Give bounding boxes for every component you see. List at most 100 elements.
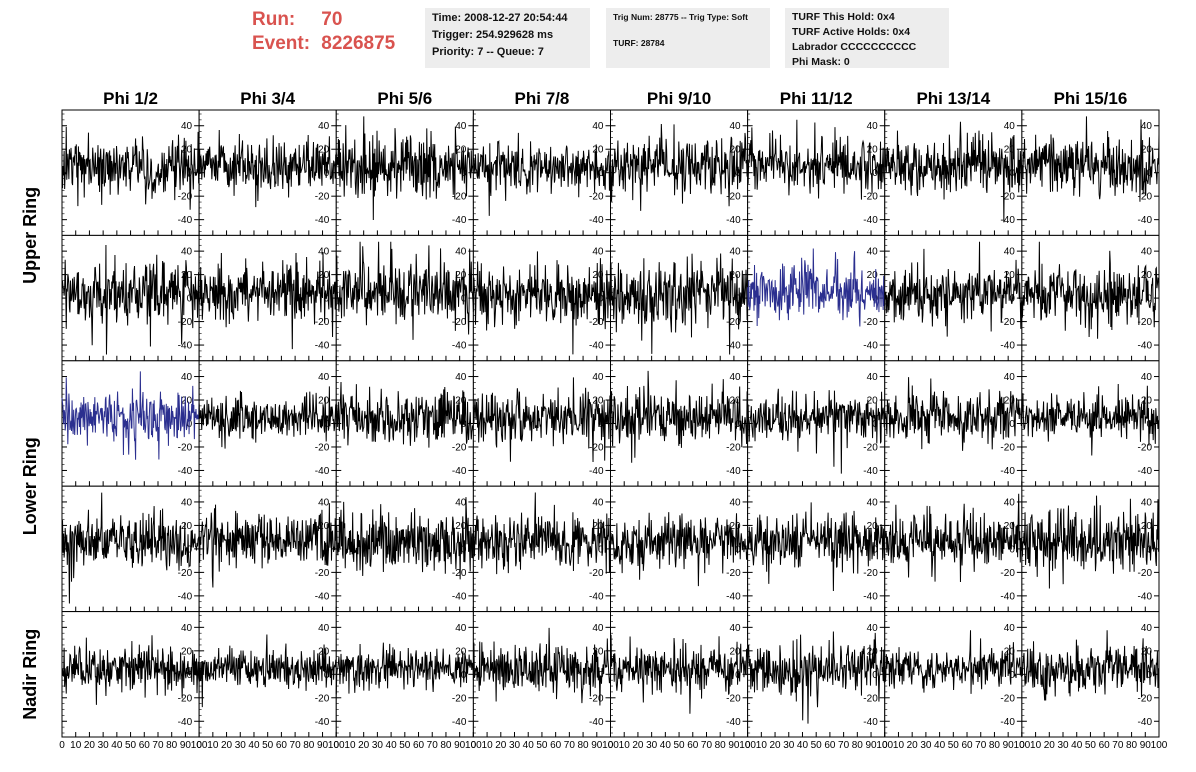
x-tick-label: 30 — [98, 740, 110, 751]
waveform-trace — [472, 251, 611, 355]
x-tick-label: 50 — [262, 740, 274, 751]
y-tick-label: -20 — [863, 317, 878, 328]
x-tick-label: 90 — [865, 740, 877, 751]
y-tick-label: -40 — [178, 717, 193, 728]
column-header-phi-2: Phi 3/4 — [240, 89, 295, 108]
y-tick-label: 0 — [735, 294, 741, 305]
y-tick-label: 20 — [318, 145, 330, 156]
x-tick-label: 30 — [1057, 740, 1069, 751]
y-tick-label: 20 — [181, 145, 193, 156]
y-tick-label: 20 — [730, 521, 742, 532]
y-tick-label: -20 — [863, 693, 878, 704]
y-tick-label: -40 — [726, 215, 741, 226]
turf-active-holds-text: TURF Active Holds: 0x4 — [792, 26, 911, 38]
y-tick-label: -20 — [178, 693, 193, 704]
y-tick-label: -40 — [178, 341, 193, 352]
y-tick-label: -40 — [863, 466, 878, 477]
waveform-panel-r3-c0: -40 -20 0 20 40 — [61, 485, 200, 613]
time-info-panel: Time: 2008-12-27 20:54:44 Trigger: 254.9… — [425, 8, 590, 68]
x-tick-label: 0 — [333, 740, 339, 751]
x-tick-label: 0 — [882, 740, 888, 751]
y-tick-label: -20 — [452, 568, 467, 579]
x-tick-label: 20 — [358, 740, 370, 751]
waveform-trace — [198, 634, 337, 708]
x-tick-label: 90 — [591, 740, 603, 751]
y-tick-label: -40 — [452, 341, 467, 352]
x-tick-label: 40 — [1071, 740, 1083, 751]
y-tick-label: 20 — [1141, 270, 1153, 281]
y-tick-label: 40 — [592, 372, 604, 383]
y-tick-label: 20 — [867, 646, 879, 657]
x-tick-label: 70 — [290, 740, 302, 751]
x-tick-label: 0 — [196, 740, 202, 751]
y-tick-label: 40 — [455, 121, 467, 132]
x-tick-label: 60 — [139, 740, 151, 751]
run-event-header: Run: 70 Event: 8226875 — [252, 8, 420, 56]
column-header-phi-8: Phi 15/16 — [1054, 89, 1128, 108]
y-tick-label: -40 — [726, 466, 741, 477]
x-tick-label: 80 — [852, 740, 864, 751]
y-tick-label: 40 — [1141, 623, 1153, 634]
x-tick-label: 50 — [811, 740, 823, 751]
event-row: Event: 8226875 — [252, 32, 420, 56]
waveform-trace — [747, 631, 886, 724]
waveform-panel-r2-c6: -40 -20 0 20 40 — [884, 360, 1023, 487]
y-tick-label: 40 — [730, 623, 742, 634]
y-tick-label: -40 — [1000, 341, 1015, 352]
y-tick-label: 0 — [872, 670, 878, 681]
y-tick-label: 40 — [867, 121, 879, 132]
x-tick-label: 60 — [961, 740, 973, 751]
y-tick-label: 20 — [181, 396, 193, 407]
y-tick-label: 20 — [318, 521, 330, 532]
x-tick-label: 50 — [399, 740, 411, 751]
x-tick-label: 100 — [1151, 740, 1168, 751]
waveform-trace — [61, 371, 200, 460]
y-tick-label: 40 — [730, 497, 742, 508]
waveform-trace — [1021, 384, 1160, 456]
y-tick-label: -40 — [315, 341, 330, 352]
x-tick-label: 80 — [166, 740, 178, 751]
y-tick-label: 40 — [1141, 497, 1153, 508]
waveform-panel-r4-c3: -40 -20 0 20 40 — [472, 611, 611, 738]
y-tick-label: 40 — [592, 247, 604, 258]
phi-mask-text: Phi Mask: 0 — [792, 56, 850, 68]
y-tick-label: 20 — [1004, 145, 1016, 156]
y-tick-label: -40 — [1138, 215, 1153, 226]
y-tick-label: -20 — [1138, 317, 1153, 328]
y-tick-label: 20 — [455, 521, 467, 532]
waveform-trace — [884, 493, 1023, 583]
y-tick-label: 40 — [867, 372, 879, 383]
x-tick-label: 100 — [876, 740, 893, 751]
y-tick-label: 40 — [1004, 121, 1016, 132]
y-tick-label: -40 — [863, 591, 878, 602]
y-tick-label: 40 — [1141, 372, 1153, 383]
x-tick-label: 60 — [824, 740, 836, 751]
waveform-trace — [1021, 495, 1160, 589]
y-tick-label: -20 — [1138, 442, 1153, 453]
y-tick-label: -20 — [589, 693, 604, 704]
y-tick-label: -40 — [452, 717, 467, 728]
run-row: Run: 70 — [252, 8, 420, 32]
y-tick-label: -20 — [726, 192, 741, 203]
y-tick-label: -20 — [178, 317, 193, 328]
y-tick-label: 20 — [455, 270, 467, 281]
y-tick-label: 40 — [730, 372, 742, 383]
x-tick-label: 60 — [550, 740, 562, 751]
x-tick-label: 100 — [602, 740, 619, 751]
x-tick-label: 70 — [838, 740, 850, 751]
y-tick-label: 40 — [181, 497, 193, 508]
y-tick-label: 40 — [1004, 247, 1016, 258]
y-tick-label: -40 — [315, 215, 330, 226]
y-tick-label: 20 — [730, 270, 742, 281]
panel-frame — [335, 485, 474, 613]
x-tick-label: 20 — [1044, 740, 1056, 751]
y-tick-label: 20 — [867, 396, 879, 407]
y-tick-label: 40 — [867, 247, 879, 258]
y-tick-label: -40 — [178, 591, 193, 602]
event-value: 8226875 — [321, 33, 396, 54]
